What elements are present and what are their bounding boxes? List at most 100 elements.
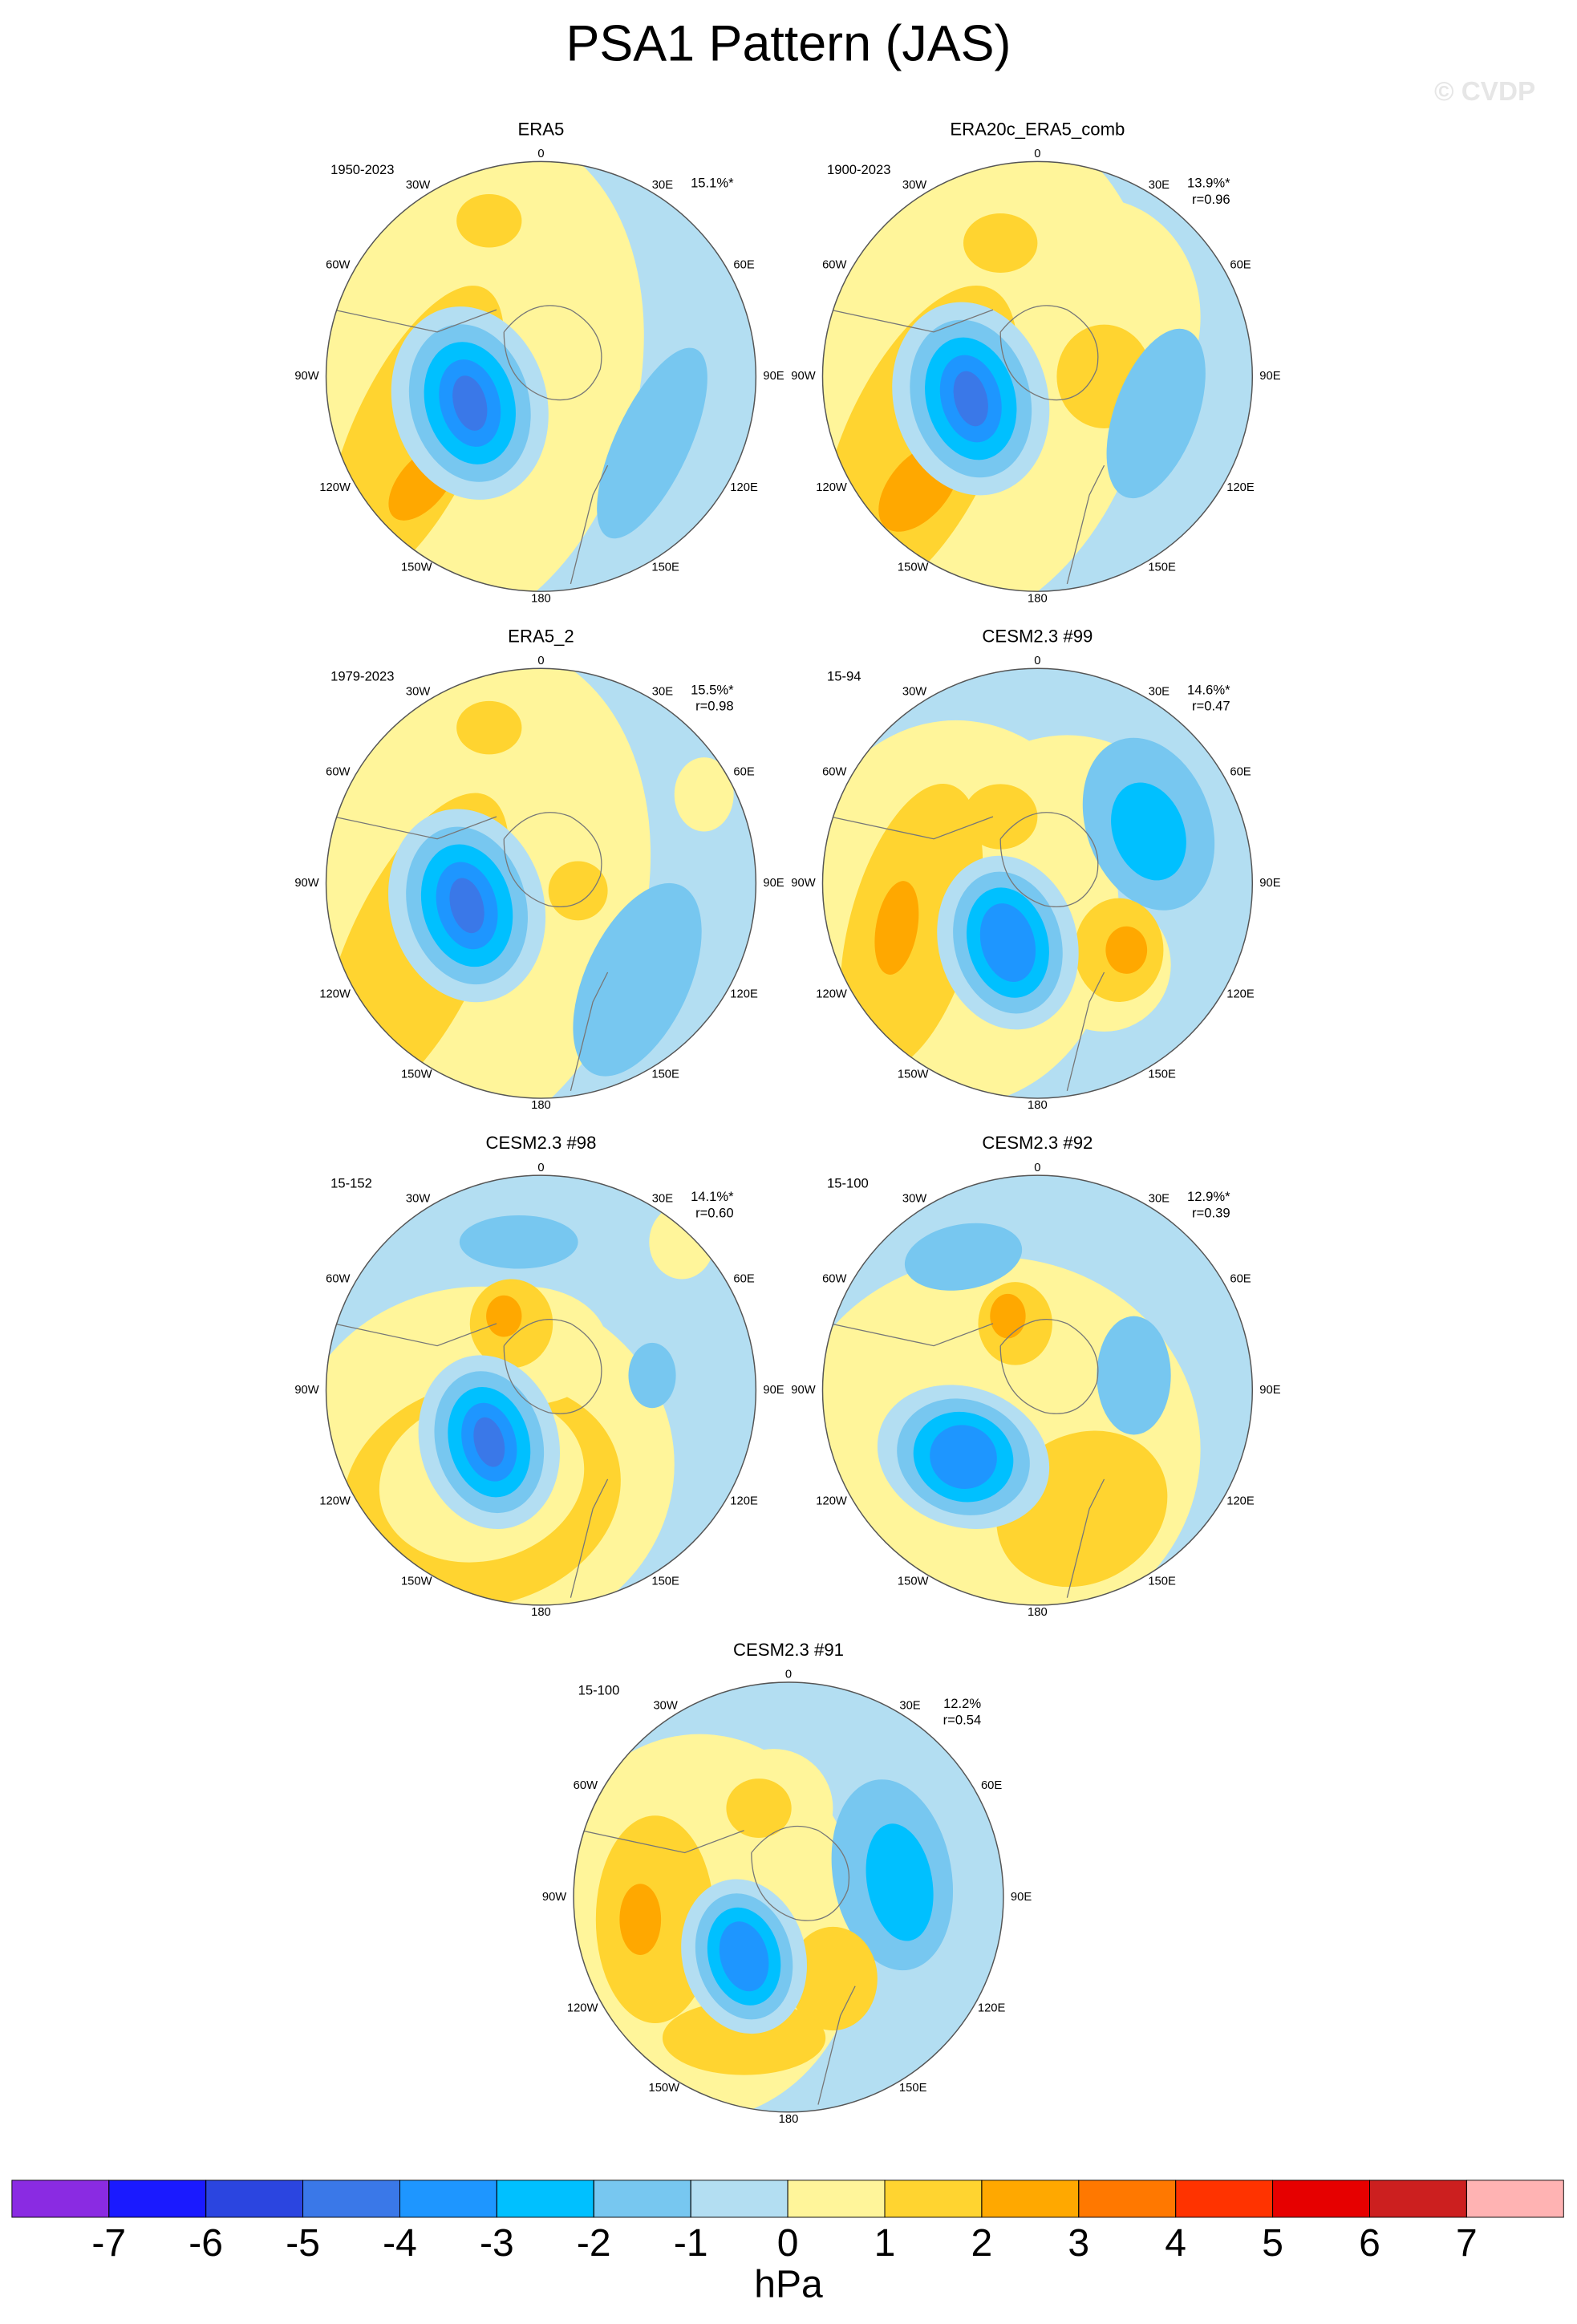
colorbar-box — [1078, 2180, 1177, 2218]
longitude-label: 90W — [294, 370, 318, 383]
contour-region — [459, 1215, 578, 1269]
longitude-label: 30E — [899, 1699, 920, 1712]
contour-region — [456, 194, 522, 248]
contour-region — [597, 347, 707, 539]
longitude-label: 180 — [1028, 1099, 1048, 1112]
longitude-label: 30W — [406, 1193, 430, 1206]
longitude-label: 90W — [294, 877, 318, 890]
map-border — [821, 160, 1254, 592]
longitude-label: 120E — [1226, 1495, 1255, 1508]
colorbar-tick-label: 4 — [1165, 2222, 1186, 2265]
longitude-label: 150W — [898, 562, 929, 574]
colorbar-box — [1175, 2180, 1274, 2218]
longitude-label: 150W — [898, 1575, 929, 1588]
contour-region — [456, 700, 522, 755]
colorbar-box — [1369, 2180, 1467, 2218]
longitude-label: 180 — [531, 1606, 551, 1619]
panel-title: ERA5_2 — [508, 626, 574, 646]
colorbar-box — [593, 2180, 691, 2218]
colorbar-box — [884, 2180, 983, 2218]
longitude-label: 60E — [733, 259, 754, 272]
colorbar-tick-label: -7 — [91, 2222, 126, 2265]
contour-region — [726, 1778, 792, 1838]
contour-region — [930, 1425, 997, 1489]
colorbar-box — [399, 2180, 497, 2218]
longitude-label: 90E — [1259, 370, 1280, 383]
contour-field — [326, 161, 756, 592]
colorbar-tick-label: 7 — [1456, 2222, 1478, 2265]
longitude-label: 150E — [1148, 1575, 1176, 1588]
map-panel: CESM2.3 #99 15-94 14.6%* r=0.47 0 30E 60E 90E 12… — [791, 626, 1280, 1112]
contour-region — [1105, 926, 1148, 974]
longitude-label: 150W — [649, 2082, 680, 2095]
contour-region — [788, 1926, 878, 2031]
longitude-label: 120W — [816, 1495, 847, 1508]
longitude-label: 90E — [763, 370, 784, 383]
correlation-label: r=0.39 — [1192, 1206, 1230, 1221]
coastline — [829, 812, 1105, 1091]
map-border — [325, 1174, 757, 1606]
panel-title: CESM2.3 #91 — [733, 1640, 844, 1660]
longitude-label: 150E — [651, 1575, 679, 1588]
longitude-label: 120E — [730, 481, 758, 494]
period-label: 15-100 — [578, 1682, 620, 1697]
colorbar-tick-label: -5 — [286, 2222, 320, 2265]
correlation-label: r=0.96 — [1192, 192, 1230, 207]
longitude-label: 30E — [1149, 1193, 1170, 1206]
longitude-label: 120E — [1226, 988, 1255, 1001]
longitude-label: 30W — [406, 686, 430, 699]
longitude-label: 120W — [816, 481, 847, 494]
longitude-label: 30W — [406, 179, 430, 192]
panel-title: CESM2.3 #92 — [982, 1133, 1093, 1153]
colorbar-box — [690, 2180, 788, 2218]
longitude-label: 60E — [981, 1779, 1002, 1792]
coastline — [333, 812, 609, 1091]
longitude-label: 180 — [779, 2113, 799, 2126]
longitude-label: 0 — [537, 1162, 544, 1174]
contour-region — [719, 1921, 769, 1992]
longitude-label: 0 — [1034, 655, 1040, 667]
coastline — [581, 1825, 856, 2105]
contour-region — [452, 375, 488, 431]
contour-region — [674, 757, 734, 832]
panel-title: CESM2.3 #98 — [485, 1133, 596, 1153]
longitude-label: 60W — [326, 1272, 350, 1285]
correlation-label: r=0.54 — [943, 1712, 982, 1727]
correlation-label: r=0.98 — [695, 699, 734, 714]
longitude-label: 0 — [537, 148, 544, 160]
longitude-label: 60W — [326, 259, 350, 272]
variance-label: 12.2% — [943, 1696, 981, 1711]
map-panel: CESM2.3 #92 15-100 12.9%* r=0.39 0 30E 60E 90E 1… — [791, 1133, 1280, 1619]
variance-label: 13.9%* — [1187, 175, 1230, 190]
map-border — [325, 667, 757, 1099]
longitude-label: 90E — [1259, 877, 1280, 890]
longitude-label: 60W — [326, 765, 350, 778]
longitude-label: 150E — [651, 562, 679, 574]
contour-region — [963, 213, 1038, 273]
longitude-label: 30W — [902, 686, 926, 699]
contour-region — [979, 903, 1036, 983]
longitude-label: 120W — [319, 1495, 351, 1508]
colorbar-box — [1466, 2180, 1564, 2218]
longitude-label: 90E — [763, 877, 784, 890]
coastline — [829, 305, 1105, 585]
longitude-label: 120W — [319, 481, 351, 494]
colorbar-box — [302, 2180, 400, 2218]
period-label: 1979-2023 — [330, 669, 394, 684]
contour-region — [473, 1417, 505, 1467]
colorbar-tick-label: 2 — [971, 2222, 993, 2265]
longitude-label: 30E — [1149, 686, 1170, 699]
longitude-label: 90W — [791, 877, 815, 890]
longitude-label: 180 — [1028, 1606, 1048, 1619]
longitude-label: 90W — [791, 1384, 815, 1397]
colorbar-tick-label: 5 — [1262, 2222, 1283, 2265]
longitude-label: 150W — [898, 1068, 929, 1081]
contour-field — [326, 668, 756, 1099]
longitude-label: 60E — [1230, 259, 1251, 272]
coastline — [829, 1318, 1105, 1598]
contour-region — [1111, 782, 1186, 881]
colorbar-box — [1272, 2180, 1370, 2218]
longitude-label: 180 — [531, 1099, 551, 1112]
panel-title: ERA20c_ERA5_comb — [950, 119, 1125, 139]
